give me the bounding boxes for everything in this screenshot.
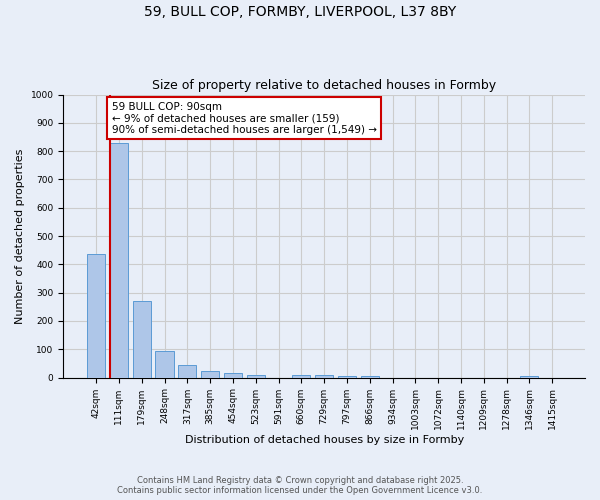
Bar: [338, 376, 356, 378]
Text: 59, BULL COP, FORMBY, LIVERPOOL, L37 8BY: 59, BULL COP, FORMBY, LIVERPOOL, L37 8BY: [144, 5, 456, 19]
Bar: [520, 376, 538, 378]
Bar: [224, 374, 242, 378]
Bar: [133, 301, 151, 378]
Bar: [247, 375, 265, 378]
Bar: [155, 350, 173, 378]
Bar: [292, 375, 310, 378]
Bar: [315, 375, 333, 378]
X-axis label: Distribution of detached houses by size in Formby: Distribution of detached houses by size …: [185, 435, 464, 445]
Text: Contains HM Land Registry data © Crown copyright and database right 2025.
Contai: Contains HM Land Registry data © Crown c…: [118, 476, 482, 495]
Y-axis label: Number of detached properties: Number of detached properties: [15, 148, 25, 324]
Bar: [87, 254, 105, 378]
Title: Size of property relative to detached houses in Formby: Size of property relative to detached ho…: [152, 79, 496, 92]
Bar: [178, 365, 196, 378]
Bar: [361, 376, 379, 378]
Bar: [110, 142, 128, 378]
Text: 59 BULL COP: 90sqm
← 9% of detached houses are smaller (159)
90% of semi-detache: 59 BULL COP: 90sqm ← 9% of detached hous…: [112, 102, 377, 135]
Bar: [201, 372, 219, 378]
